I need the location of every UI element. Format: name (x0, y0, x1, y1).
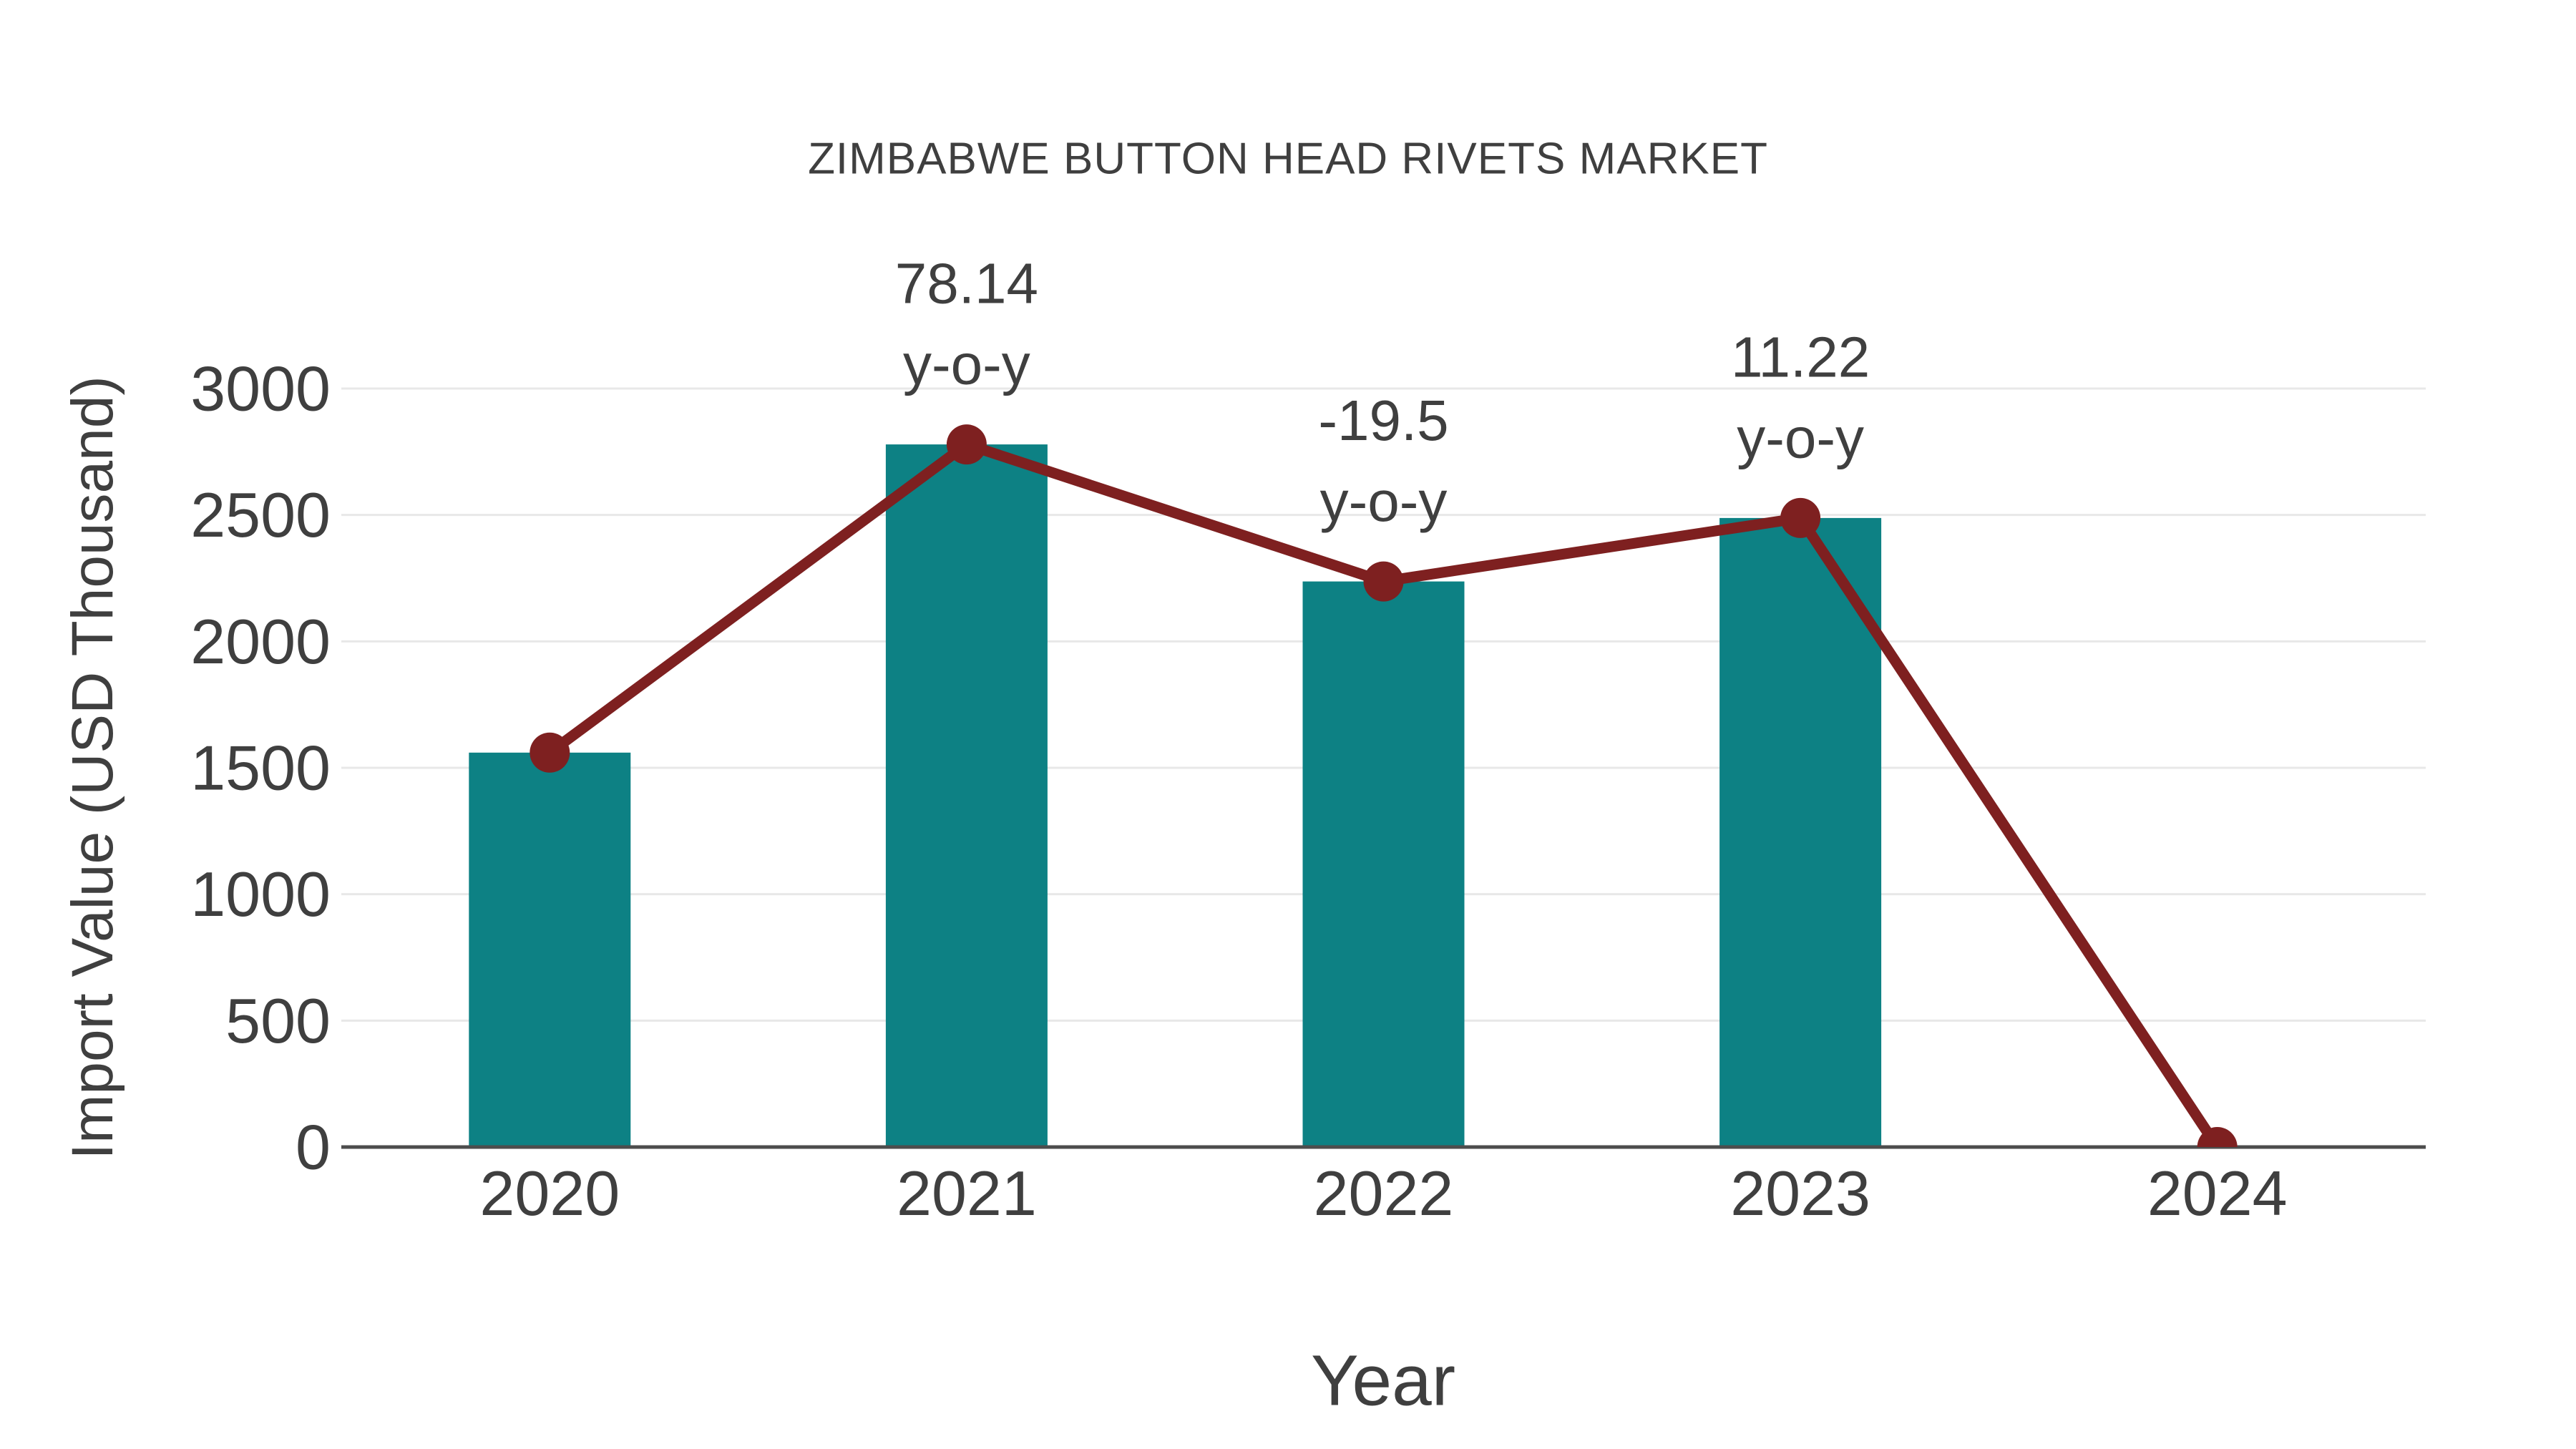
trend-line-group (530, 424, 2238, 1147)
annotation-2022-suffix: y-o-y (1320, 469, 1448, 533)
y-tick-2500: 2500 (190, 479, 331, 550)
bar-2021 (885, 444, 1048, 1147)
x-tick-2024: 2024 (2147, 1158, 2288, 1229)
y-axis-title: Import Value (USD Thousand) (60, 376, 125, 1160)
annotation-2021-suffix: y-o-y (903, 333, 1030, 396)
annotation-2023-suffix: y-o-y (1737, 406, 1864, 469)
y-tick-0: 0 (296, 1112, 331, 1183)
y-tick-500: 500 (225, 985, 331, 1056)
line-marker-2024 (2197, 1127, 2238, 1147)
line-marker-2021 (946, 424, 987, 465)
line-marker-2020 (530, 732, 570, 773)
y-tick-1000: 1000 (190, 859, 331, 930)
x-tick-2022: 2022 (1314, 1158, 1454, 1229)
line-marker-2023 (1780, 497, 1821, 538)
y-tick-3000: 3000 (190, 353, 331, 424)
chart-title: ZIMBABWE BUTTON HEAD RIVETS MARKET (808, 134, 1768, 184)
x-axis-title: Year (1310, 1340, 1456, 1421)
x-tick-2023: 2023 (1730, 1158, 1870, 1229)
annotation-2023-value: 11.22 (1731, 325, 1870, 389)
bar-2020 (469, 752, 631, 1147)
bar-2022 (1302, 581, 1465, 1147)
x-tick-2020: 2020 (479, 1158, 620, 1229)
y-tick-1500: 1500 (190, 733, 331, 804)
bar-2023 (1719, 517, 1882, 1147)
annotation-2022-value: -19.5 (1318, 389, 1448, 452)
x-tick-2021: 2021 (897, 1158, 1037, 1229)
y-tick-2000: 2000 (190, 606, 331, 677)
line-marker-2022 (1363, 561, 1404, 602)
annotation-2021-value: 78.14 (895, 252, 1038, 316)
